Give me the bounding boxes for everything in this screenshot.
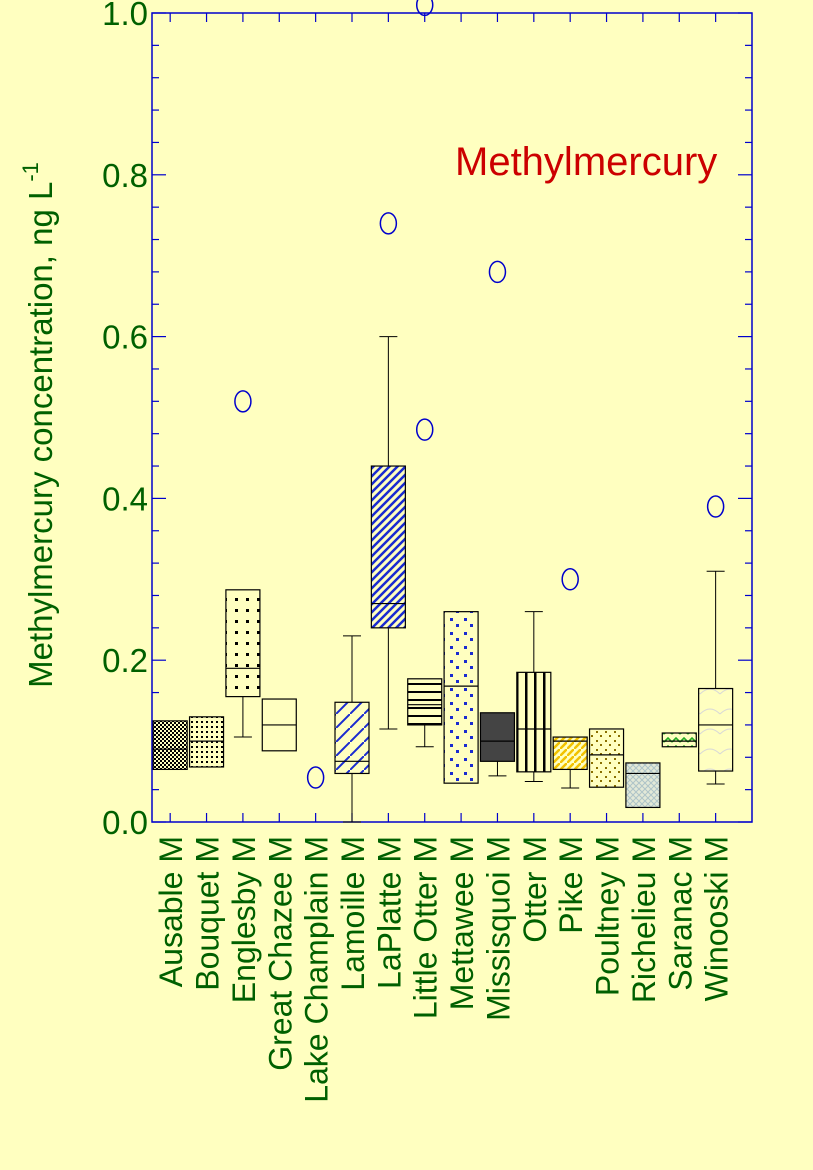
box (588, 728, 625, 788)
box-group-13 (625, 762, 661, 809)
y-tick-label: 1.0 (102, 0, 148, 32)
box-group-2 (225, 390, 261, 738)
y-tick-labels: 0.0 0.2 0.4 0.6 0.8 1.0 (102, 0, 148, 841)
box-group-12 (588, 728, 625, 788)
box (625, 762, 661, 809)
outlier-point (306, 766, 325, 789)
x-tick-labels: Ausable M Bouquet M Englesby M Great Chazee… (153, 836, 734, 1103)
box (370, 465, 406, 629)
y-tick-label: 0.4 (102, 480, 148, 517)
box-group-4 (306, 766, 325, 789)
box (443, 611, 479, 784)
y-tick-label: 0.2 (102, 642, 148, 679)
box (516, 671, 552, 773)
outlier-point (415, 0, 434, 17)
x-tick-label: Lamoille M (335, 836, 371, 991)
box-group-5 (334, 635, 370, 823)
y-axis-label: Methylmercury concentration, ng L-1 (18, 162, 59, 688)
outlier-point (706, 495, 725, 518)
x-tick-label: Lake Champlain M (299, 836, 335, 1103)
x-tick-label: Winooski M (699, 836, 735, 1001)
box-group-10 (516, 611, 552, 783)
chart-title: Methylmercury (455, 140, 717, 184)
box (407, 678, 443, 726)
outlier-point (561, 568, 579, 591)
box-group-11 (552, 568, 588, 789)
box-series (152, 0, 734, 823)
box (698, 687, 734, 772)
x-tick-label: Otter M (517, 836, 553, 943)
box-group-6 (370, 212, 406, 730)
y-axis-label-text: Methylmercury concentration, ng L (22, 182, 59, 688)
x-tick-label: Saranac M (662, 836, 698, 991)
box (152, 720, 188, 771)
outlier-point (488, 260, 507, 284)
axis-ticks (152, 12, 752, 823)
x-tick-label: Little Otter M (408, 836, 444, 1019)
y-tick-label: 0.8 (102, 157, 148, 194)
x-tick-label: Bouquet M (190, 836, 226, 991)
x-tick-label: LaPlatte M (371, 836, 407, 989)
box (552, 736, 588, 771)
y-tick-label: 0.0 (102, 804, 148, 841)
x-tick-label: Englesby M (226, 836, 262, 1003)
box (479, 712, 516, 762)
x-tick-label: Ausable M (153, 836, 189, 987)
x-tick-label: Richelieu M (626, 836, 662, 1003)
box-group-0 (152, 720, 188, 771)
box-group-1 (188, 716, 225, 768)
x-tick-label: Poultney M (590, 836, 626, 996)
outlier-point (234, 390, 252, 413)
x-tick-label: Missisquoi M (480, 836, 516, 1021)
x-tick-label: Great Chazee M (262, 836, 298, 1071)
box (334, 701, 370, 775)
box-group-15 (698, 495, 734, 785)
outlier-point (415, 418, 434, 441)
box-group-3 (261, 698, 297, 752)
x-tick-label: Pike M (553, 836, 589, 934)
box-group-9 (479, 260, 516, 777)
y-axis-label-exponent: -1 (18, 162, 43, 182)
box-group-7 (407, 0, 443, 748)
box (225, 589, 261, 698)
plot-border (151, 12, 753, 823)
box-group-8 (443, 611, 479, 784)
y-tick-label: 0.6 (102, 319, 148, 356)
box-group-14 (661, 732, 697, 748)
outlier-point (379, 212, 398, 235)
box (661, 732, 697, 748)
box (188, 716, 225, 768)
x-tick-label: Mettawee M (444, 836, 480, 1010)
plot-frame (151, 12, 753, 823)
